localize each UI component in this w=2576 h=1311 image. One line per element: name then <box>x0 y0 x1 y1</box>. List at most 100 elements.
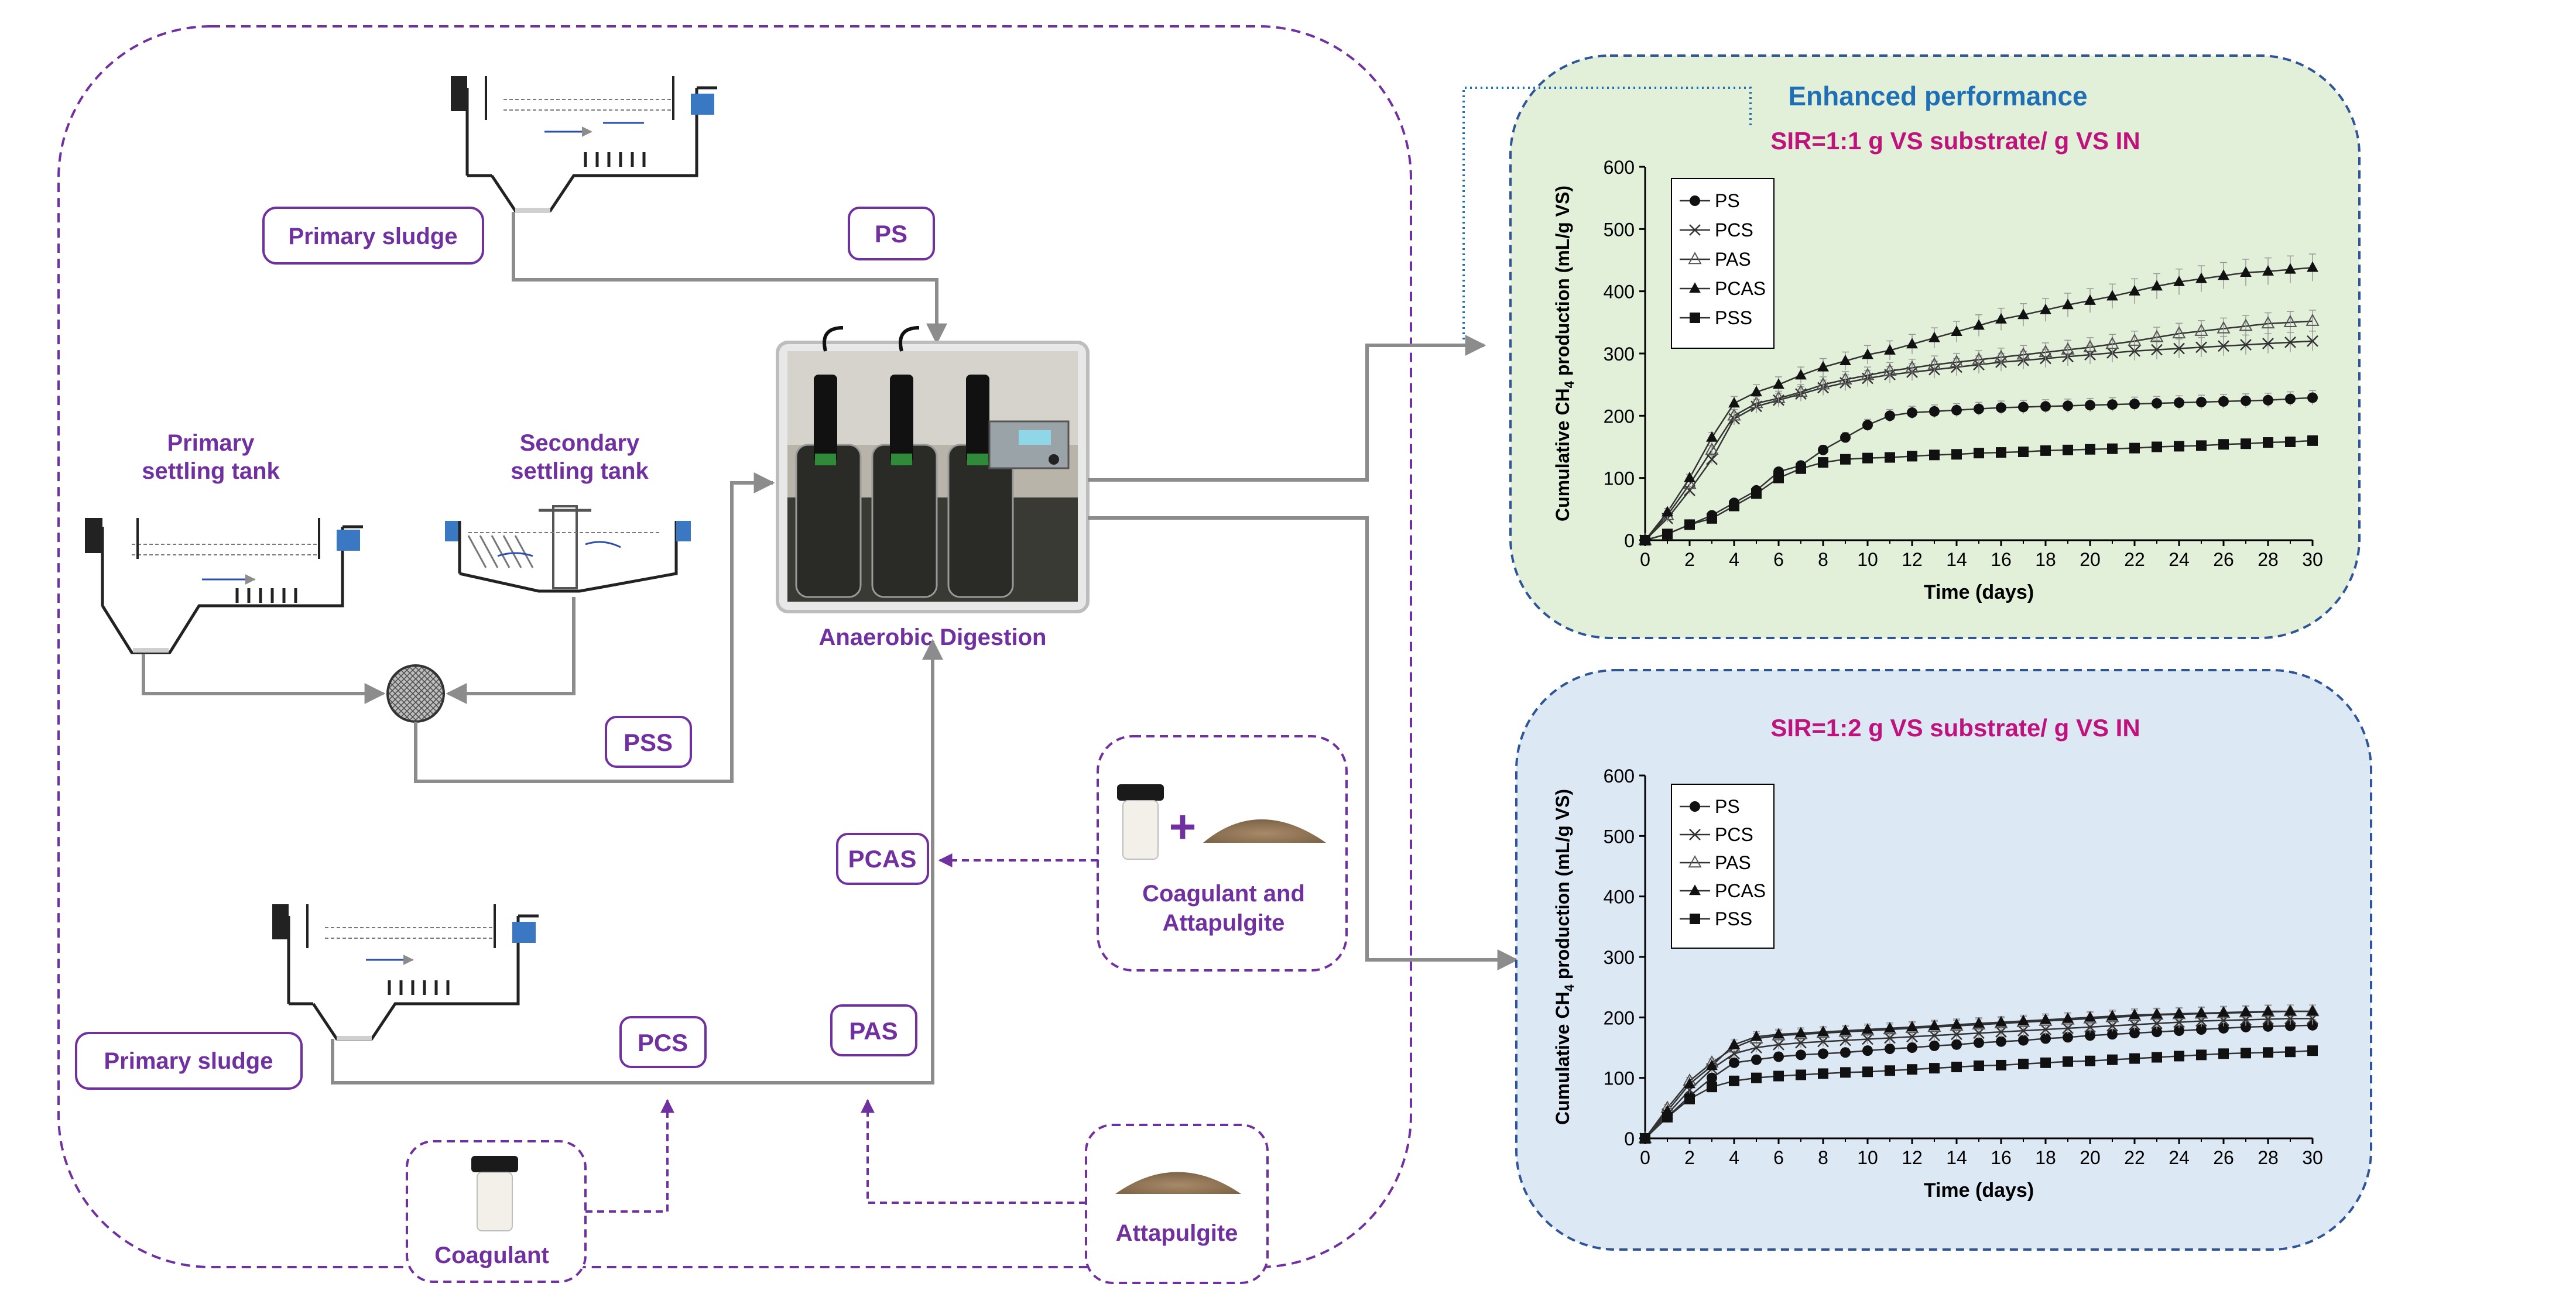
data-point-marker <box>2218 1006 2229 1017</box>
data-point-marker <box>2062 1012 2074 1023</box>
x-tick-label: 18 <box>2035 1147 2056 1168</box>
data-point-marker <box>2129 442 2140 454</box>
data-point-marker <box>2240 339 2252 351</box>
data-point-marker <box>2241 1021 2251 1032</box>
data-point-marker <box>1751 1054 1762 1065</box>
legend-label: PCS <box>1715 824 1753 845</box>
data-point-marker <box>2307 335 2318 347</box>
series-pcas <box>1639 253 2318 545</box>
data-point-marker <box>1929 449 1940 461</box>
data-point-marker <box>2129 1028 2140 1039</box>
data-point-marker <box>1795 1027 1807 1038</box>
data-point-marker <box>2284 263 2296 274</box>
legend-box <box>1671 784 1775 949</box>
y-tick-label: 600 <box>1604 766 1635 787</box>
series-pas <box>1638 310 2320 545</box>
data-point-marker <box>1688 855 1702 868</box>
data-point-marker <box>1906 1031 1918 1043</box>
data-point-marker <box>2129 345 2140 357</box>
legend-label: PCS <box>1715 219 1753 241</box>
y-tick-label: 400 <box>1604 282 1635 303</box>
data-point-marker <box>1928 1029 1940 1042</box>
legend-label: PS <box>1715 796 1740 817</box>
x-tick-label: 14 <box>1946 549 1967 570</box>
data-point-marker <box>1773 1028 1784 1039</box>
data-point-marker <box>1773 1070 1784 1082</box>
data-point-marker <box>2017 1014 2029 1025</box>
x-tick-label: 14 <box>1946 1147 1967 1168</box>
x-tick-label: 24 <box>2169 1147 2190 1168</box>
chart-title: SIR=1:1 g VS substrate/ g VS IN <box>1770 127 2140 155</box>
data-point-marker <box>1972 352 1986 365</box>
data-point-marker <box>1662 528 1673 540</box>
data-point-marker <box>2196 1049 2207 1061</box>
x-tick-label: 12 <box>1902 1147 1923 1168</box>
data-point-marker <box>1688 252 1702 265</box>
data-point-marker <box>1885 410 1895 421</box>
data-point-marker <box>1690 914 1700 924</box>
x-tick-label: 0 <box>1640 549 1650 570</box>
data-point-marker <box>1729 1057 1739 1068</box>
data-point-marker <box>1690 801 1700 812</box>
data-point-marker <box>2017 1025 2029 1037</box>
x-tick-label: 2 <box>1684 1147 1695 1168</box>
data-point-marker <box>1689 282 1701 293</box>
data-point-marker <box>2152 398 2162 409</box>
data-point-marker <box>1995 313 2007 324</box>
data-point-marker <box>2152 1027 2162 1038</box>
data-point-marker <box>1996 1036 2006 1047</box>
data-point-marker <box>2151 280 2163 291</box>
x-tick-label: 2 <box>1684 549 1695 570</box>
data-point-marker <box>2262 265 2274 276</box>
data-point-marker <box>1794 385 1808 397</box>
data-point-marker <box>1662 506 1673 517</box>
data-point-marker <box>1839 1034 1851 1046</box>
series-pcas <box>1639 1004 2318 1143</box>
pcas-tag-box <box>836 833 929 885</box>
data-point-marker <box>2040 303 2051 314</box>
data-point-marker <box>1862 420 1873 431</box>
data-point-marker <box>1840 454 1851 465</box>
y-tick-label: 600 <box>1604 157 1635 178</box>
data-point-marker <box>1773 1051 1784 1062</box>
data-point-marker <box>1862 452 1873 464</box>
data-point-marker <box>1906 1021 1918 1032</box>
data-point-marker <box>2307 1020 2318 1031</box>
data-point-marker <box>2173 342 2185 355</box>
data-point-marker <box>1996 1059 2006 1070</box>
data-point-marker <box>1861 368 1875 380</box>
x-tick-label: 18 <box>2035 549 2056 570</box>
data-point-marker <box>2129 399 2140 410</box>
coagulant-attapulgite-label-1: Coagulant and <box>1142 881 1305 907</box>
data-point-marker <box>2218 269 2229 280</box>
data-point-marker <box>2129 284 2140 296</box>
data-point-marker <box>2085 1030 2095 1041</box>
x-tick-label: 26 <box>2213 1147 2234 1168</box>
data-point-marker <box>1772 390 1786 403</box>
x-tick-label: 30 <box>2302 1147 2323 1168</box>
data-point-marker <box>1950 355 1964 368</box>
data-point-marker <box>1751 1030 1762 1041</box>
data-point-marker <box>2040 445 2051 456</box>
attapulgite-powder-icon <box>1203 819 1326 843</box>
data-point-marker <box>1927 357 1941 370</box>
data-point-marker <box>1973 1027 1985 1039</box>
data-point-marker <box>2239 318 2253 331</box>
data-point-marker <box>1883 363 1897 376</box>
data-point-marker <box>2128 333 2142 346</box>
data-point-marker <box>1862 1066 1873 1077</box>
data-point-marker <box>1951 325 1962 336</box>
x-tick-label: 22 <box>2124 1147 2145 1168</box>
data-point-marker <box>2196 1024 2207 1035</box>
y-tick-label: 500 <box>1604 826 1635 847</box>
data-point-marker <box>2106 1010 2118 1021</box>
data-point-marker <box>1684 485 1695 496</box>
data-point-marker <box>1974 1061 1984 1071</box>
data-point-marker <box>1817 1035 1829 1048</box>
data-point-marker <box>1818 457 1828 468</box>
data-point-marker <box>1951 1028 1962 1041</box>
data-point-marker <box>1907 1042 1917 1053</box>
attapulgite-powder-icon-2 <box>1115 1172 1241 1194</box>
data-point-marker <box>1751 488 1762 499</box>
series-pcs <box>1639 1012 2318 1144</box>
